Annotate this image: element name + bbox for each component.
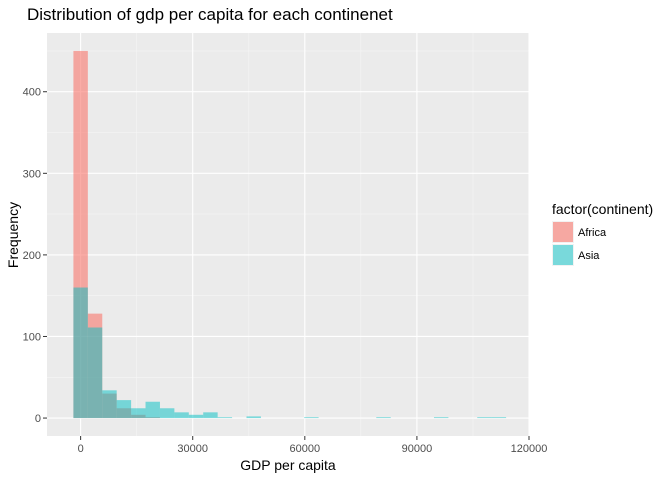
chart-title: Distribution of gdp per capita for each … bbox=[27, 5, 393, 24]
bar-asia bbox=[491, 417, 507, 419]
x-tick-label: 60000 bbox=[290, 443, 321, 455]
y-tick-label: 0 bbox=[35, 413, 41, 425]
x-tick-label: 30000 bbox=[177, 443, 208, 455]
grid-major bbox=[47, 33, 530, 436]
y-tick-label: 400 bbox=[23, 87, 41, 99]
x-tick-label: 90000 bbox=[402, 443, 433, 455]
x-tick-label: 0 bbox=[78, 443, 84, 455]
y-axis-title: Frequency bbox=[5, 202, 21, 268]
y-tick-label: 200 bbox=[23, 250, 41, 262]
bar-asia bbox=[87, 327, 103, 419]
bar-asia bbox=[376, 417, 391, 419]
bar-asia bbox=[477, 417, 492, 419]
x-tick-label: 120000 bbox=[511, 443, 548, 455]
bar-asia bbox=[246, 416, 261, 419]
legend: factor(continent) Africa Asia bbox=[552, 201, 653, 266]
y-axis: 0 100 200 300 400 bbox=[23, 87, 47, 425]
legend-label-asia: Asia bbox=[578, 250, 600, 262]
bar-asia bbox=[116, 400, 132, 419]
series-asia bbox=[73, 287, 507, 419]
bar-asia bbox=[131, 408, 146, 419]
bar-asia bbox=[102, 390, 117, 419]
bars bbox=[73, 50, 507, 419]
legend-swatch-africa bbox=[553, 222, 573, 242]
bar-asia bbox=[217, 417, 233, 419]
bar-asia bbox=[433, 417, 449, 419]
legend-swatch-asia bbox=[553, 245, 573, 265]
bar-asia bbox=[159, 408, 175, 419]
grid-minor bbox=[47, 33, 529, 436]
bar-asia bbox=[203, 412, 218, 419]
bar-asia bbox=[174, 412, 189, 419]
legend-title: factor(continent) bbox=[552, 201, 653, 217]
y-tick-label: 300 bbox=[23, 168, 41, 180]
x-axis: 0 30000 60000 90000 120000 bbox=[78, 436, 548, 455]
bar-asia bbox=[188, 414, 204, 419]
bar-asia bbox=[304, 417, 319, 419]
bar-asia bbox=[145, 401, 160, 419]
x-axis-title: GDP per capita bbox=[240, 457, 336, 473]
bar-asia bbox=[73, 287, 88, 419]
y-tick-label: 100 bbox=[23, 331, 41, 343]
plot-panel bbox=[47, 33, 529, 436]
legend-label-africa: Africa bbox=[578, 227, 607, 239]
